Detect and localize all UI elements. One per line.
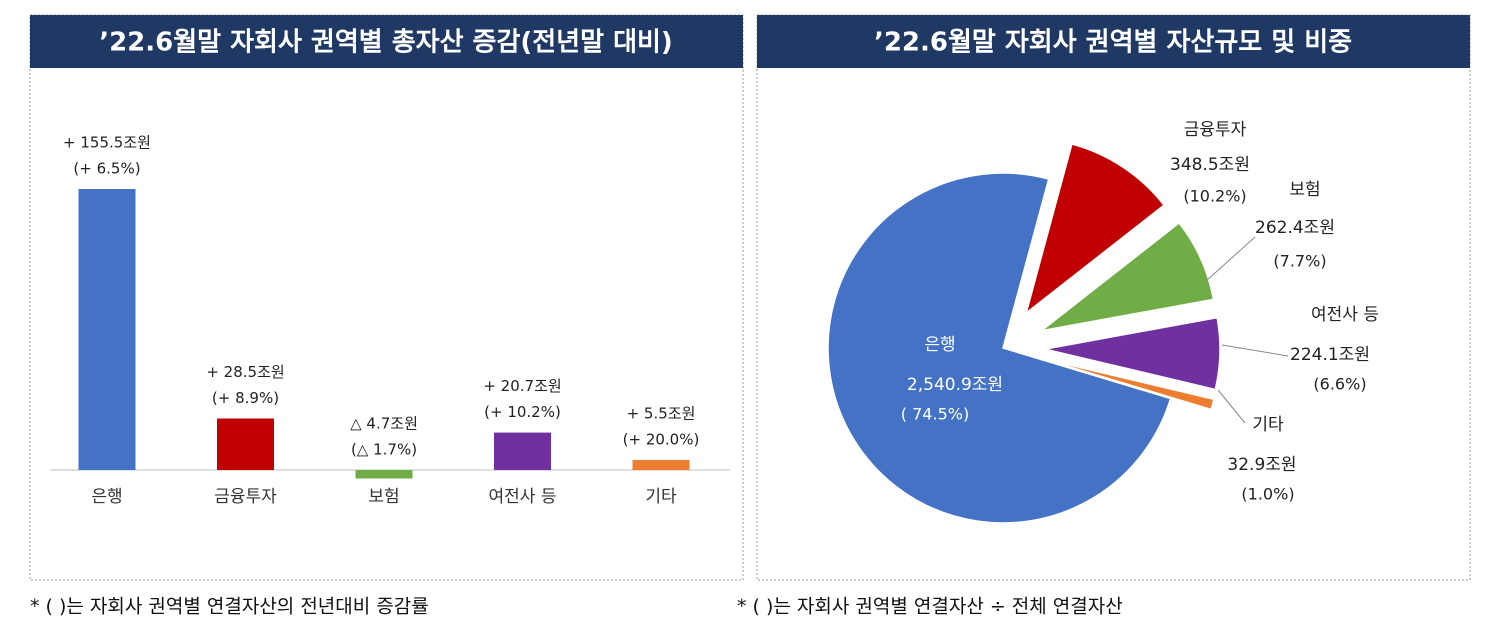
- value-label: + 5.5조원: [627, 405, 696, 423]
- bar: [217, 418, 274, 470]
- pie-slice: [827, 172, 1172, 524]
- rate-label: (+ 8.9%): [212, 389, 279, 407]
- left-panel: [29, 14, 744, 581]
- value-label: + 155.5조원: [63, 134, 151, 152]
- chart-title: ’22.6월말 자회사 권역별 자산규모 및 비중: [874, 28, 1352, 58]
- rate-label: (+ 20.0%): [623, 431, 700, 449]
- category-label: 보험: [1289, 180, 1320, 200]
- left-header: [30, 15, 743, 68]
- pie-slice: [1040, 221, 1215, 332]
- category-label: 은행: [924, 335, 955, 355]
- bar: [355, 470, 413, 479]
- value-label: + 20.7조원: [483, 377, 561, 395]
- x-tick-label: 기타: [645, 487, 677, 507]
- pie-slice: [1024, 143, 1166, 315]
- category-label: 금융투자: [1184, 120, 1247, 140]
- bar: [632, 460, 690, 470]
- leader-line: [1221, 344, 1289, 357]
- x-tick-label: 여전사 등: [489, 487, 557, 507]
- leader-line: [1204, 236, 1256, 283]
- value-label: + 28.5조원: [206, 363, 284, 381]
- rate-label: (△ 1.7%): [351, 441, 417, 459]
- x-tick-label: 은행: [91, 487, 122, 507]
- share-label: ( 74.5%): [901, 405, 969, 424]
- value-label: 262.4조원: [1255, 218, 1335, 238]
- category-label: 여전사 등: [1311, 305, 1379, 325]
- share-label: (6.6%): [1313, 375, 1366, 394]
- leader-line: [1217, 389, 1246, 424]
- footnote: * ( )는 자회사 권역별 연결자산의 전년대비 증감률: [30, 596, 429, 618]
- value-label: 2,540.9조원: [907, 375, 1003, 395]
- value-label: 348.5조원: [1170, 155, 1250, 175]
- share-label: (1.0%): [1241, 485, 1294, 504]
- x-tick-label: 금융투자: [214, 487, 277, 507]
- rate-label: (+ 6.5%): [73, 160, 140, 178]
- x-tick-label: 보험: [368, 487, 399, 507]
- chart-title: ’22.6월말 자회사 권역별 총자산 증감(전년말 대비): [99, 28, 673, 58]
- share-label: (10.2%): [1183, 187, 1246, 206]
- value-label: △ 4.7조원: [350, 415, 418, 433]
- bar: [78, 189, 136, 470]
- category-label: 기타: [1252, 415, 1284, 435]
- value-label: 224.1조원: [1290, 345, 1370, 365]
- right-header: [757, 15, 1470, 68]
- bar: [494, 432, 551, 470]
- pie-slice: [1043, 358, 1215, 411]
- value-label: 32.9조원: [1227, 455, 1296, 475]
- share-label: (7.7%): [1273, 252, 1326, 271]
- pie-slice: [1044, 316, 1221, 391]
- footnote: * ( )는 자회사 권역별 연결자산 ÷ 전체 연결자산: [737, 596, 1123, 618]
- rate-label: (+ 10.2%): [484, 403, 561, 421]
